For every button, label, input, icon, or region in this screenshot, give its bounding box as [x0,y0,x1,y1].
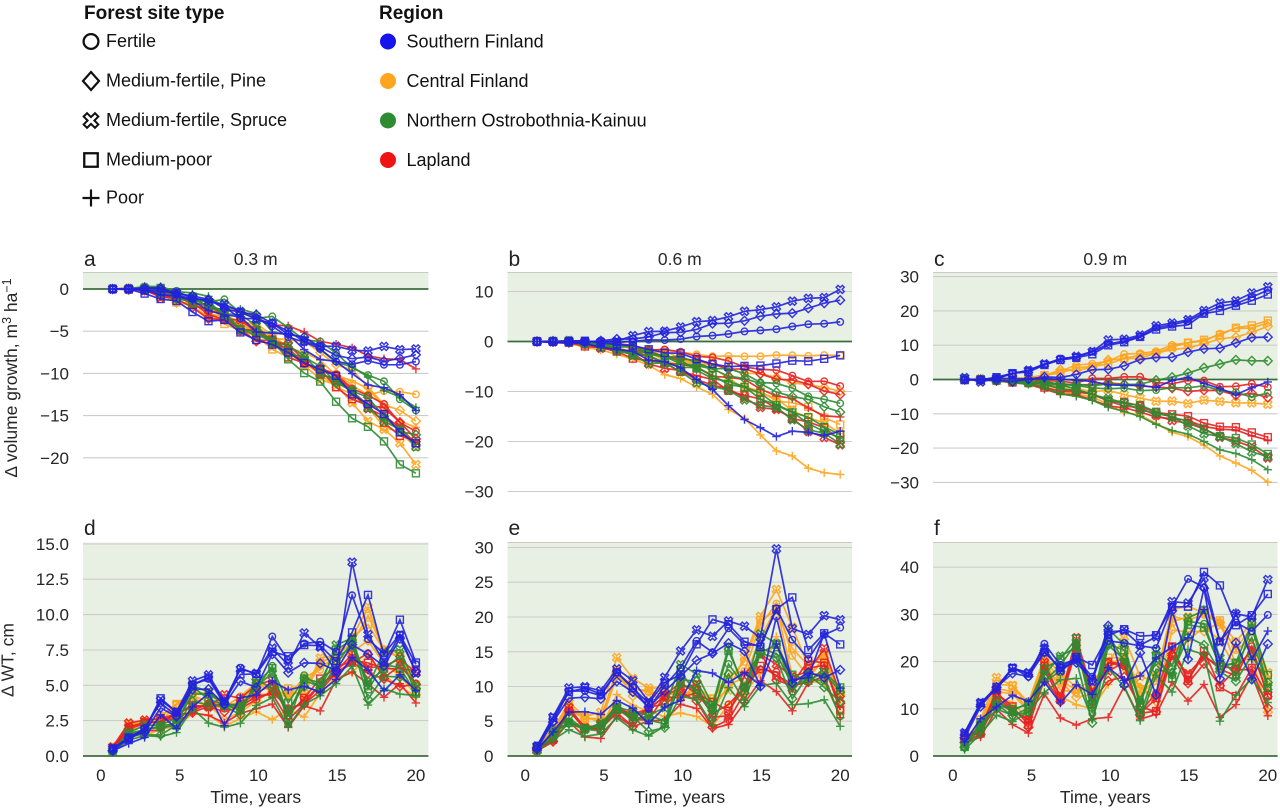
svg-text:10: 10 [1101,766,1120,785]
svg-text:d: d [84,517,96,540]
svg-text:10: 10 [475,283,494,302]
svg-text:5: 5 [599,766,608,785]
svg-text:Central Finland: Central Finland [407,71,529,91]
svg-text:20: 20 [900,653,919,672]
svg-text:0: 0 [484,333,493,352]
svg-text:15: 15 [752,766,771,785]
svg-text:12.5: 12.5 [36,570,69,589]
svg-text:−20: −20 [890,439,919,458]
svg-text:Region: Region [379,3,443,24]
svg-text:20: 20 [900,302,919,321]
svg-text:5.0: 5.0 [45,676,69,695]
svg-text:20: 20 [1258,766,1277,785]
svg-text:40: 40 [900,558,919,577]
svg-text:−20: −20 [465,433,494,452]
svg-text:0.0: 0.0 [45,747,69,766]
svg-text:15: 15 [328,766,347,785]
svg-text:0.3 m: 0.3 m [234,249,278,269]
svg-text:Northern Ostrobothnia-Kainuu: Northern Ostrobothnia-Kainuu [407,111,647,131]
svg-text:10: 10 [900,700,919,719]
svg-text:20: 20 [406,766,425,785]
svg-text:Time, years: Time, years [210,787,301,807]
svg-text:10: 10 [249,766,268,785]
svg-text:−10: −10 [465,383,494,402]
svg-text:−30: −30 [890,473,919,492]
svg-text:15.0: 15.0 [36,535,69,554]
svg-text:15: 15 [1180,766,1199,785]
svg-text:0: 0 [520,766,529,785]
svg-text:2.5: 2.5 [45,712,69,731]
svg-text:Forest site type: Forest site type [84,3,224,24]
svg-text:Southern Finland: Southern Finland [407,32,544,52]
svg-text:30: 30 [900,605,919,624]
svg-text:10: 10 [673,766,692,785]
svg-text:30: 30 [900,268,919,287]
svg-text:25: 25 [475,573,494,592]
svg-text:−15: −15 [40,407,69,426]
svg-text:5: 5 [175,766,184,785]
svg-text:10: 10 [475,678,494,697]
svg-text:Time, years: Time, years [634,787,725,807]
svg-text:0: 0 [60,280,69,299]
svg-text:30: 30 [475,539,494,558]
svg-text:0: 0 [910,747,919,766]
svg-text:20: 20 [475,608,494,627]
svg-text:Lapland: Lapland [407,150,471,170]
svg-text:−30: −30 [465,483,494,502]
svg-text:Medium-poor: Medium-poor [106,150,212,170]
svg-text:−20: −20 [40,449,69,468]
svg-text:−10: −10 [40,364,69,383]
svg-text:Δ WT, cm: Δ WT, cm [0,623,18,697]
svg-text:Δ volume growth, m3 ha−1: Δ volume growth, m3 ha−1 [0,278,21,477]
svg-text:0.9 m: 0.9 m [1083,249,1127,269]
svg-text:a: a [84,248,96,271]
svg-text:0: 0 [484,747,493,766]
svg-text:10.0: 10.0 [36,606,69,625]
svg-text:f: f [934,517,940,540]
svg-text:15: 15 [475,643,494,662]
svg-text:7.5: 7.5 [45,641,69,660]
svg-text:c: c [934,248,945,271]
svg-text:Poor: Poor [106,188,144,208]
svg-text:Medium-fertile, Spruce: Medium-fertile, Spruce [106,110,287,130]
svg-text:20: 20 [831,766,850,785]
svg-text:0.6 m: 0.6 m [658,249,702,269]
svg-text:Medium-fertile, Pine: Medium-fertile, Pine [106,71,266,91]
svg-text:5: 5 [484,712,493,731]
svg-text:Time, years: Time, years [1060,787,1151,807]
svg-text:5: 5 [1027,766,1036,785]
svg-text:b: b [509,248,521,271]
svg-text:0: 0 [96,766,105,785]
svg-text:0: 0 [910,371,919,390]
svg-text:−10: −10 [890,405,919,424]
svg-text:0: 0 [948,766,957,785]
svg-text:−5: −5 [50,322,69,341]
svg-text:e: e [509,517,521,540]
svg-text:Fertile: Fertile [106,31,156,51]
svg-text:10: 10 [900,336,919,355]
